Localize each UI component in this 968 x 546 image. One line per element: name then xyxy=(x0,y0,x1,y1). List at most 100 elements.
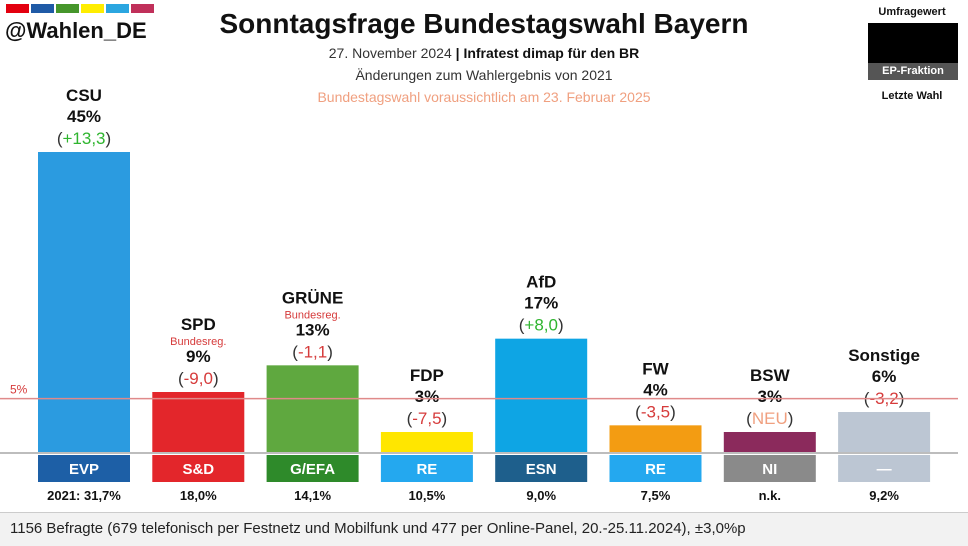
faction-label: ESN xyxy=(526,461,557,478)
last-election-value: 18,0% xyxy=(180,488,217,503)
value-label: 9% xyxy=(186,347,211,366)
change-bracket: ) xyxy=(327,342,333,361)
value-label: 4% xyxy=(643,380,668,399)
chart-subtitle-date-source: 27. November 2024 | Infratest dimap für … xyxy=(0,45,968,61)
faction-label: NI xyxy=(762,461,777,478)
change-label: (-7,5) xyxy=(407,409,448,428)
faction-strip xyxy=(838,455,931,482)
change-label: (+13,3) xyxy=(57,129,111,148)
change-label: (-3,5) xyxy=(635,402,676,421)
change-bracket: ) xyxy=(558,316,564,335)
change-bracket: ) xyxy=(442,409,448,428)
value-label: 6% xyxy=(872,367,897,386)
government-note: Bundesreg. xyxy=(170,336,226,348)
change-label: (-9,0) xyxy=(178,369,219,388)
last-election-value: 7,5% xyxy=(641,488,671,503)
change-value: -1,1 xyxy=(298,342,327,361)
chart-title: Sonntagsfrage Bundestagswahl Bayern xyxy=(219,8,749,39)
change-label: (+8,0) xyxy=(519,316,564,335)
change-bracket: ) xyxy=(106,129,112,148)
faction-label: RE xyxy=(645,461,666,478)
change-bracket: ( xyxy=(746,409,752,428)
change-label: (NEU) xyxy=(746,409,793,428)
party-name: FW xyxy=(642,359,669,378)
party-name: FDP xyxy=(410,366,444,385)
faction-strip xyxy=(380,455,473,482)
bar-grüne xyxy=(266,365,359,452)
value-label: 17% xyxy=(524,294,558,313)
party-name: SPD xyxy=(181,315,216,334)
legend-last-election-label: Letzte Wahl xyxy=(881,90,943,102)
bar-bsw xyxy=(723,432,816,452)
footer-methodology: 1156 Befragte (679 telefonisch per Festn… xyxy=(10,520,746,537)
value-label: 45% xyxy=(67,107,101,126)
faction-label: G/EFA xyxy=(290,461,335,478)
last-election-value: 9,2% xyxy=(869,488,899,503)
brand-color-stripes xyxy=(6,4,154,13)
bar-fw xyxy=(609,425,702,452)
brand-stripe xyxy=(6,4,29,13)
poll-date: 27. November 2024 xyxy=(328,45,452,61)
last-election-value: 10,5% xyxy=(408,488,445,503)
faction-strip xyxy=(266,455,359,482)
change-value: -7,5 xyxy=(412,409,441,428)
brand-stripe xyxy=(56,4,79,13)
last-election-value: 9,0% xyxy=(526,488,556,503)
change-bracket: ( xyxy=(57,129,63,148)
change-bracket: ( xyxy=(292,342,298,361)
poll-source: Infratest dimap für den BR xyxy=(463,45,640,61)
brand-stripe xyxy=(131,4,154,13)
last-election-value: 14,1% xyxy=(294,488,331,503)
change-bracket: ) xyxy=(213,369,219,388)
change-value: -9,0 xyxy=(184,369,213,388)
change-bracket: ( xyxy=(407,409,413,428)
change-bracket: ( xyxy=(635,402,641,421)
brand-stripe xyxy=(81,4,104,13)
faction-label: RE xyxy=(416,461,437,478)
legend-poll-swatch xyxy=(868,23,958,63)
change-label: (-1,1) xyxy=(292,342,333,361)
brand-stripe xyxy=(106,4,129,13)
faction-label: — xyxy=(877,461,892,478)
party-name: AfD xyxy=(526,273,556,292)
party-name: GRÜNE xyxy=(282,288,343,307)
change-value: +8,0 xyxy=(524,316,558,335)
party-name: Sonstige xyxy=(848,346,920,365)
change-value: -3,5 xyxy=(641,402,670,421)
faction-strip xyxy=(609,455,702,482)
value-label: 3% xyxy=(758,387,783,406)
change-bracket: ( xyxy=(178,369,184,388)
change-value: NEU xyxy=(752,409,788,428)
faction-strip xyxy=(495,455,588,482)
value-label: 13% xyxy=(296,320,330,339)
government-note: Bundesreg. xyxy=(284,309,340,321)
bar-afd xyxy=(495,338,588,452)
account-handle: @Wahlen_DE xyxy=(5,18,147,43)
change-value: +13,3 xyxy=(62,129,105,148)
value-label: 3% xyxy=(415,387,440,406)
footer-bar: 1156 Befragte (679 telefonisch per Festn… xyxy=(0,512,968,546)
faction-label: S&D xyxy=(182,461,214,478)
threshold-label: 5% xyxy=(10,383,28,397)
bar-sonstige xyxy=(838,412,931,452)
last-election-value: n.k. xyxy=(759,488,781,503)
changes-note: Änderungen zum Wahlergebnis von 2021 xyxy=(355,67,613,83)
faction-label: EVP xyxy=(69,461,99,478)
party-name: CSU xyxy=(66,86,102,105)
brand-stripe xyxy=(31,4,54,13)
last-election-value: 2021: 31,7% xyxy=(47,488,121,503)
faction-strip xyxy=(38,455,130,482)
faction-strip xyxy=(723,455,816,482)
change-bracket: ) xyxy=(670,402,676,421)
bar-csu xyxy=(38,152,130,452)
party-name: BSW xyxy=(750,366,791,385)
election-date-note: Bundestagswahl voraussichtlich am 23. Fe… xyxy=(317,89,651,105)
change-bracket: ) xyxy=(788,409,794,428)
bar-spd xyxy=(152,392,245,452)
legend-poll-label: Umfragewert xyxy=(878,6,946,18)
subtitle-separator: | xyxy=(455,45,460,61)
faction-strip xyxy=(152,455,245,482)
bar-fdp xyxy=(380,432,473,452)
change-bracket: ( xyxy=(519,316,525,335)
